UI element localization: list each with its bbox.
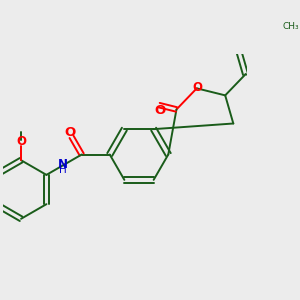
- Text: N: N: [58, 158, 68, 171]
- Text: O: O: [16, 135, 26, 148]
- Text: O: O: [64, 126, 76, 139]
- Text: O: O: [154, 104, 165, 117]
- Text: CH₃: CH₃: [283, 22, 299, 32]
- Text: O: O: [193, 81, 202, 94]
- Text: H: H: [59, 165, 67, 175]
